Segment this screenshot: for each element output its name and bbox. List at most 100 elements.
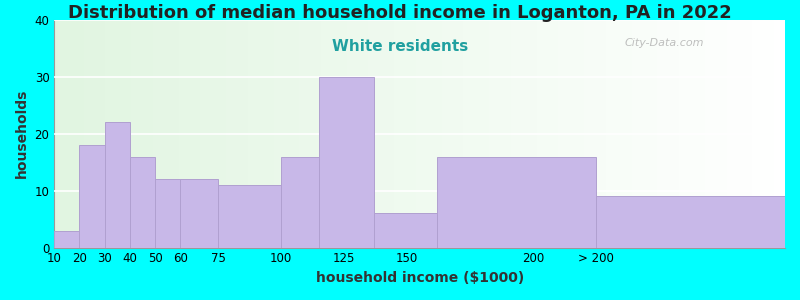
Bar [591,20,595,248]
Bar [642,20,646,248]
Bar [522,20,526,248]
Bar [358,20,361,248]
Bar [208,20,211,248]
Bar [631,20,635,248]
Bar [507,20,511,248]
X-axis label: household income ($1000): household income ($1000) [315,271,524,285]
Bar [339,20,343,248]
Bar [73,20,76,248]
Bar [551,20,555,248]
Bar [686,20,690,248]
Bar [117,20,120,248]
Bar [259,20,262,248]
Bar [87,20,91,248]
Bar [211,20,215,248]
Bar [343,20,346,248]
Bar [91,20,94,248]
Bar [215,20,218,248]
Bar [270,20,274,248]
Bar [372,20,376,248]
Bar [598,20,602,248]
Bar [80,20,83,248]
Bar [124,20,127,248]
Bar [241,20,244,248]
Bar [470,20,474,248]
Bar [489,20,493,248]
Bar [705,20,708,248]
Bar [526,20,530,248]
Bar [197,20,201,248]
Bar [770,20,774,248]
Bar [142,20,146,248]
Bar [178,20,182,248]
Bar [504,20,507,248]
Bar [635,20,639,248]
Bar [83,20,87,248]
Bar [682,20,686,248]
Bar [281,157,319,247]
Bar [446,20,449,248]
Bar [766,20,770,248]
Bar [430,20,434,248]
Bar [416,20,420,248]
Bar [350,20,354,248]
Bar [544,20,547,248]
Bar [369,20,372,248]
Bar [474,20,478,248]
Bar [774,20,778,248]
Bar [679,20,682,248]
Bar [584,20,588,248]
Bar [302,20,306,248]
Bar [405,20,409,248]
Bar [482,20,486,248]
Bar [540,20,544,248]
Bar [518,20,522,248]
Bar [614,20,617,248]
Bar [570,20,573,248]
Bar [109,20,113,248]
Bar [102,20,106,248]
Bar [734,20,738,248]
Bar [248,20,251,248]
Bar [453,20,456,248]
Bar [438,20,442,248]
Bar [127,20,131,248]
Bar [98,20,102,248]
Bar [175,20,178,248]
Bar [182,20,186,248]
Bar [204,20,208,248]
Bar [134,20,138,248]
Bar [361,20,365,248]
Bar [164,20,167,248]
Bar [496,20,500,248]
Bar [745,20,749,248]
Bar [76,20,80,248]
Bar [460,20,463,248]
Bar [332,20,336,248]
Bar [409,20,412,248]
Bar [54,230,79,248]
Bar [514,20,518,248]
Bar [167,20,171,248]
Bar [749,20,752,248]
Bar [54,20,58,248]
Bar [756,20,759,248]
Bar [654,20,657,248]
Bar [672,20,675,248]
Bar [442,20,446,248]
Bar [299,20,302,248]
Bar [701,20,705,248]
Bar [120,20,124,248]
Bar [741,20,745,248]
Bar [193,20,197,248]
Bar [288,20,292,248]
Bar [262,20,266,248]
Bar [610,20,614,248]
Bar [157,20,160,248]
Bar [346,20,350,248]
Bar [325,20,328,248]
Bar [712,20,715,248]
Bar [281,20,285,248]
Y-axis label: households: households [15,89,29,178]
Bar [310,20,314,248]
